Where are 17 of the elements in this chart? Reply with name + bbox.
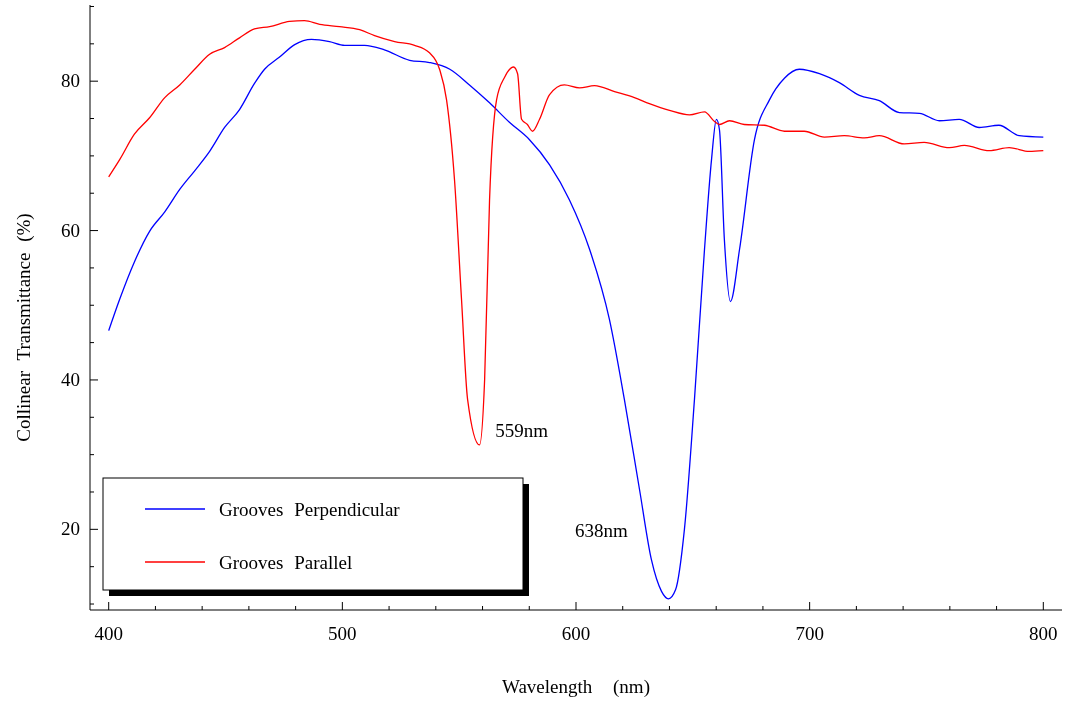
y-axis-title: Collinear Transmittance (%) — [13, 213, 35, 442]
x-tick-label: 700 — [795, 623, 824, 644]
line-series — [108, 20, 1044, 446]
y-tick-label: 60 — [61, 219, 80, 241]
x-tick-label: 800 — [1029, 623, 1058, 644]
legend-label: Grooves Parallel — [219, 552, 353, 573]
y-tick-label: 80 — [61, 70, 80, 92]
x-tick-label: 400 — [94, 623, 123, 644]
y-tick-label: 40 — [61, 368, 80, 390]
annotation: 559nm — [495, 419, 549, 441]
x-tick-label: 500 — [328, 623, 357, 644]
x-axis-title: Wavelength (nm) — [502, 676, 650, 698]
y-tick-label: 20 — [61, 518, 80, 540]
annotation: 638nm — [575, 520, 628, 541]
x-tick-label: 600 — [561, 623, 591, 644]
legend-label: Grooves Perpendicular — [219, 499, 401, 520]
line-series — [108, 38, 1044, 600]
